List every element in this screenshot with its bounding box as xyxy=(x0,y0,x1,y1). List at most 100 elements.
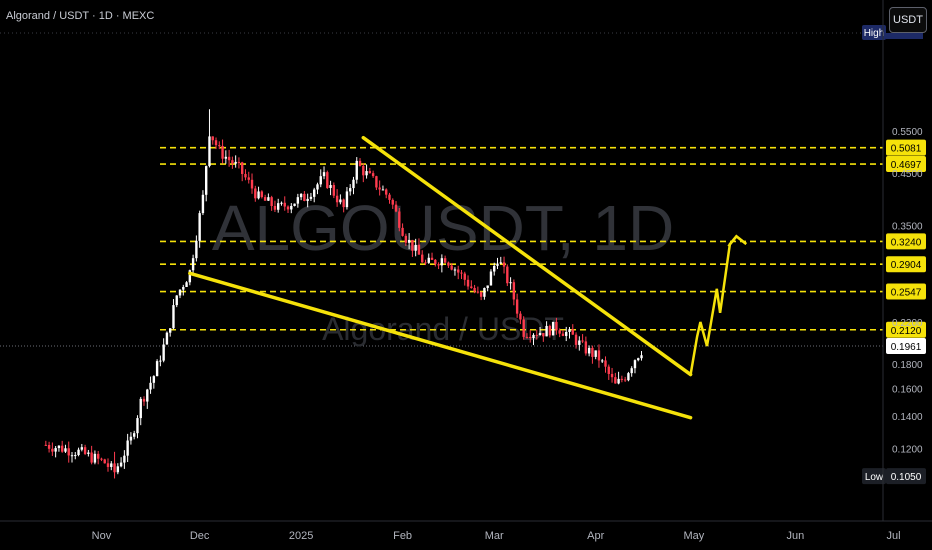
price-level-tag xyxy=(886,283,926,300)
candle-body xyxy=(123,455,126,463)
candle-body xyxy=(188,270,192,283)
candle-body xyxy=(116,466,120,473)
x-tick-label: Jul xyxy=(886,530,900,542)
current-price-label: 0.1961 xyxy=(891,342,922,353)
candle-body xyxy=(208,136,211,167)
candle-body xyxy=(538,333,542,336)
candle-body xyxy=(581,340,584,342)
candle-body xyxy=(214,140,218,146)
candle-body xyxy=(601,360,604,362)
candle-body xyxy=(368,171,372,174)
candle-body xyxy=(535,334,538,336)
candle-body xyxy=(270,197,273,207)
candle-body xyxy=(93,453,97,463)
candle-body xyxy=(375,176,378,188)
candle-body xyxy=(463,273,466,280)
candle-body xyxy=(496,263,499,266)
candle-body xyxy=(224,156,228,159)
price-level-tag xyxy=(886,321,926,338)
candle-body xyxy=(329,185,332,188)
candle-body xyxy=(568,329,571,332)
candle-body xyxy=(132,433,136,437)
current-price-tag xyxy=(886,337,926,354)
high-price-tag-box xyxy=(886,33,923,39)
candle-body xyxy=(476,291,480,293)
candle-body xyxy=(479,292,483,297)
price-level-lines: 0.5081 0.4697 0.3240 0.2904 0.2547 0.2120 0.19… xyxy=(160,25,926,485)
candle-body xyxy=(548,325,552,336)
candle-body xyxy=(257,191,260,199)
candle-body xyxy=(529,336,532,339)
candle-body xyxy=(51,448,54,452)
candle-body xyxy=(558,330,561,334)
candle-body xyxy=(74,455,77,457)
projection-path xyxy=(689,234,747,375)
candle-body xyxy=(509,282,512,284)
candle-body xyxy=(254,188,257,199)
candle-body xyxy=(561,333,565,336)
candle-body xyxy=(303,193,306,201)
candle-body xyxy=(421,254,424,263)
candle-body xyxy=(365,171,368,176)
candle-body xyxy=(633,360,637,369)
y-tick-label: 0.1800 xyxy=(892,360,923,371)
currency-unit-button[interactable]: USDT xyxy=(889,7,927,33)
candle-body xyxy=(610,373,614,378)
candle-body xyxy=(506,266,509,284)
candle-body xyxy=(381,189,385,191)
candle-body xyxy=(349,188,352,192)
candle-body xyxy=(607,366,610,374)
candle-body xyxy=(385,189,388,195)
candle-body xyxy=(322,172,326,177)
candle-body xyxy=(574,334,578,345)
high-tag-box xyxy=(862,25,886,40)
price-level-label: 0.2904 xyxy=(891,260,922,271)
candle-body xyxy=(555,321,558,331)
y-tick-label: 0.1600 xyxy=(892,384,923,395)
candle-body xyxy=(424,262,427,264)
watermark-symbol: ALGOUSDT, 1D xyxy=(212,192,674,264)
candle-body xyxy=(90,452,93,463)
price-level-tag xyxy=(886,156,926,173)
candle-body xyxy=(110,463,113,467)
grid-layer xyxy=(0,32,883,347)
x-tick-label: Apr xyxy=(587,530,604,542)
candle-body xyxy=(430,257,434,260)
candle-body xyxy=(414,244,417,251)
candle-body xyxy=(175,295,178,306)
candle-body xyxy=(578,340,581,345)
candle-body xyxy=(571,329,574,335)
candle-body xyxy=(146,389,149,402)
candle-body xyxy=(391,199,394,205)
candle-body xyxy=(407,239,411,243)
candle-body xyxy=(263,197,267,201)
candle-body xyxy=(54,448,57,452)
candle-body xyxy=(623,379,627,381)
candle-body xyxy=(640,355,643,359)
candle-body xyxy=(483,287,486,297)
candle-body xyxy=(620,378,624,380)
candle-body xyxy=(447,262,450,266)
candle-body xyxy=(87,452,90,454)
candle-body xyxy=(149,382,152,390)
candle-body xyxy=(522,319,525,337)
candle-body xyxy=(335,195,339,203)
high-tag: High xyxy=(864,28,885,39)
candle-body xyxy=(319,176,322,185)
candle-body xyxy=(489,271,493,286)
candle-body xyxy=(417,244,421,255)
candle-body xyxy=(342,199,345,208)
candle-body xyxy=(388,194,391,200)
candle-body xyxy=(378,187,381,190)
candle-body xyxy=(237,161,241,163)
candle-body xyxy=(515,299,519,314)
low-tag-box xyxy=(862,468,886,485)
candle-body xyxy=(201,194,205,214)
candle-body xyxy=(457,269,460,273)
candle-body xyxy=(136,418,139,434)
candle-body xyxy=(355,160,358,180)
candle-body xyxy=(565,331,568,336)
price-level-tag xyxy=(886,139,926,156)
price-level-label: 0.2120 xyxy=(891,326,922,337)
